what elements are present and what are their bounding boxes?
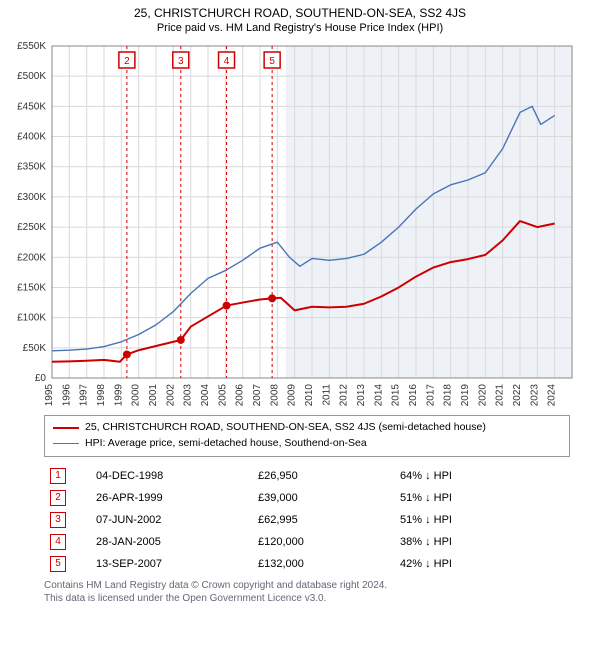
- event-date: 13-SEP-2007: [90, 553, 252, 575]
- svg-text:2009: 2009: [287, 384, 298, 406]
- svg-text:2020: 2020: [477, 384, 488, 406]
- legend-label: HPI: Average price, semi-detached house,…: [85, 436, 367, 452]
- table-row: 1 04-DEC-1998£26,95064% ↓ HPI: [44, 465, 570, 487]
- svg-text:£450K: £450K: [17, 101, 46, 112]
- event-marker: 4: [50, 534, 66, 550]
- svg-text:2003: 2003: [183, 384, 194, 406]
- table-row: 4 28-JAN-2005£120,00038% ↓ HPI: [44, 531, 570, 553]
- attribution-footer: Contains HM Land Registry data © Crown c…: [44, 579, 570, 606]
- svg-text:2022: 2022: [512, 384, 523, 406]
- page-title: 25, CHRISTCHURCH ROAD, SOUTHEND-ON-SEA, …: [0, 6, 600, 20]
- svg-text:2000: 2000: [131, 384, 142, 406]
- svg-text:£150K: £150K: [17, 282, 46, 293]
- svg-text:2015: 2015: [391, 384, 402, 406]
- events-table: 1 04-DEC-1998£26,95064% ↓ HPI 2 26-APR-1999…: [44, 465, 570, 575]
- event-price: £26,950: [252, 465, 394, 487]
- svg-text:2002: 2002: [165, 384, 176, 406]
- svg-text:£300K: £300K: [17, 192, 46, 203]
- legend: 25, CHRISTCHURCH ROAD, SOUTHEND-ON-SEA, …: [44, 415, 570, 457]
- svg-text:2008: 2008: [269, 384, 280, 406]
- event-marker: 3: [50, 512, 66, 528]
- svg-text:2017: 2017: [425, 384, 436, 406]
- event-date: 26-APR-1999: [90, 487, 252, 509]
- event-marker: 2: [50, 490, 66, 506]
- svg-text:£400K: £400K: [17, 132, 46, 143]
- svg-text:2011: 2011: [321, 384, 332, 406]
- event-price: £120,000: [252, 531, 394, 553]
- svg-text:£250K: £250K: [17, 222, 46, 233]
- event-date: 07-JUN-2002: [90, 509, 252, 531]
- event-price: £39,000: [252, 487, 394, 509]
- event-marker: 1: [50, 468, 66, 484]
- svg-text:2018: 2018: [443, 384, 454, 406]
- svg-text:2001: 2001: [148, 384, 159, 406]
- svg-text:2016: 2016: [408, 384, 419, 406]
- svg-text:2021: 2021: [495, 384, 506, 406]
- price-chart: £0 £50K £100K £150K £200K £250K £300K £350K £400…: [0, 38, 600, 409]
- svg-text:2: 2: [124, 56, 130, 67]
- legend-swatch: [53, 427, 79, 429]
- svg-text:£200K: £200K: [17, 252, 46, 263]
- legend-item: 25, CHRISTCHURCH ROAD, SOUTHEND-ON-SEA, …: [53, 420, 561, 436]
- svg-text:£0: £0: [35, 373, 47, 384]
- legend-label: 25, CHRISTCHURCH ROAD, SOUTHEND-ON-SEA, …: [85, 420, 486, 436]
- table-row: 5 13-SEP-2007£132,00042% ↓ HPI: [44, 553, 570, 575]
- svg-text:1997: 1997: [79, 384, 90, 406]
- event-date: 28-JAN-2005: [90, 531, 252, 553]
- svg-text:£350K: £350K: [17, 162, 46, 173]
- svg-text:2007: 2007: [252, 384, 263, 406]
- svg-text:3: 3: [178, 56, 184, 67]
- svg-text:£500K: £500K: [17, 71, 46, 82]
- event-price: £132,000: [252, 553, 394, 575]
- event-delta: 51% ↓ HPI: [394, 509, 570, 531]
- svg-text:2023: 2023: [529, 384, 540, 406]
- svg-text:2010: 2010: [304, 384, 315, 406]
- event-delta: 51% ↓ HPI: [394, 487, 570, 509]
- svg-text:2004: 2004: [200, 384, 211, 406]
- svg-text:2012: 2012: [339, 384, 350, 406]
- event-marker: 5: [50, 556, 66, 572]
- svg-text:1999: 1999: [113, 384, 124, 406]
- svg-text:5: 5: [269, 56, 275, 67]
- svg-text:2019: 2019: [460, 384, 471, 406]
- svg-text:£50K: £50K: [23, 343, 47, 354]
- event-delta: 64% ↓ HPI: [394, 465, 570, 487]
- svg-text:1998: 1998: [96, 384, 107, 406]
- svg-text:2006: 2006: [235, 384, 246, 406]
- page-subtitle: Price paid vs. HM Land Registry's House …: [0, 22, 600, 34]
- svg-text:2024: 2024: [547, 384, 558, 406]
- svg-text:1995: 1995: [44, 384, 55, 406]
- event-delta: 42% ↓ HPI: [394, 553, 570, 575]
- event-delta: 38% ↓ HPI: [394, 531, 570, 553]
- footer-line: This data is licensed under the Open Gov…: [44, 592, 570, 606]
- svg-text:1996: 1996: [61, 384, 72, 406]
- table-row: 2 26-APR-1999£39,00051% ↓ HPI: [44, 487, 570, 509]
- svg-text:2014: 2014: [373, 384, 384, 406]
- legend-swatch: [53, 443, 79, 444]
- svg-text:2005: 2005: [217, 384, 228, 406]
- event-date: 04-DEC-1998: [90, 465, 252, 487]
- event-price: £62,995: [252, 509, 394, 531]
- table-row: 3 07-JUN-2002£62,99551% ↓ HPI: [44, 509, 570, 531]
- svg-text:2013: 2013: [356, 384, 367, 406]
- svg-text:4: 4: [224, 56, 230, 67]
- svg-text:£550K: £550K: [17, 41, 46, 52]
- footer-line: Contains HM Land Registry data © Crown c…: [44, 579, 570, 593]
- legend-item: HPI: Average price, semi-detached house,…: [53, 436, 561, 452]
- svg-text:£100K: £100K: [17, 313, 46, 324]
